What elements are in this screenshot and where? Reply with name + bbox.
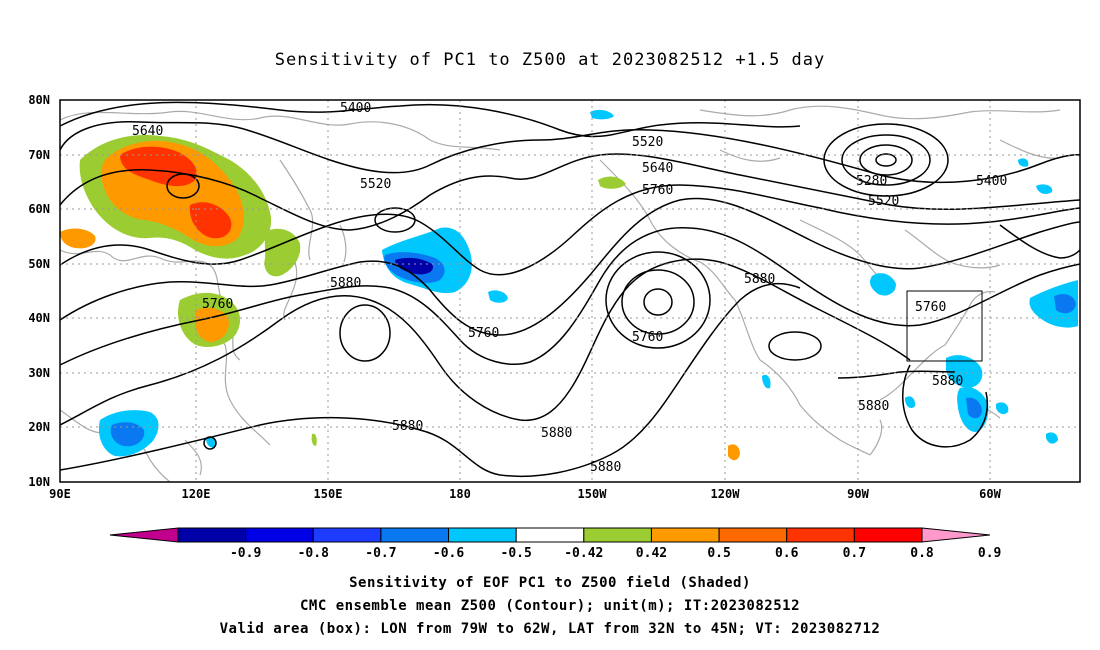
contour-label-5880-g: 5880 <box>590 460 621 475</box>
lon-label-60w: 60W <box>979 487 1001 501</box>
contour-label-5880-b: 5880 <box>744 272 775 287</box>
colorbar-left-triangle <box>109 527 179 543</box>
contour-label-5640-b: 5640 <box>642 161 673 176</box>
footer-line-1: Sensitivity of EOF PC1 to Z500 field (Sh… <box>349 575 751 591</box>
colorbar-label: -0.5 <box>501 546 532 561</box>
lat-label-10n: 10N <box>28 475 50 489</box>
colorbar-label: -0.42 <box>564 546 603 561</box>
colorbar-swatch <box>245 527 314 543</box>
contour-label-5880-d: 5880 <box>858 399 889 414</box>
contour-label-5520-b: 5520 <box>632 135 663 150</box>
lon-axis-labels: 90E 120E 150E 180 150W 120W 90W 60W <box>49 487 1001 501</box>
lon-label-120w: 120W <box>711 487 741 501</box>
colorbar-swatch <box>583 527 652 543</box>
contour-label-5760-d: 5760 <box>632 330 663 345</box>
colorbar-label: -0.8 <box>298 546 329 561</box>
lat-label-20n: 20N <box>28 420 50 434</box>
colorbar-swatch <box>177 527 247 543</box>
lon-label-150e: 150E <box>314 487 343 501</box>
footer-line-3: Valid area (box): LON from 79W to 62W, L… <box>219 621 881 637</box>
contour-label-5880-f: 5880 <box>541 426 572 441</box>
contour-label-5760-c: 5760 <box>468 326 499 341</box>
valid-area-box <box>906 290 983 362</box>
colorbar-swatch <box>650 527 720 543</box>
colorbar-label: 0.7 <box>843 546 866 561</box>
colorbar-swatch <box>853 527 923 543</box>
lat-label-30n: 30N <box>28 366 50 380</box>
lat-label-40n: 40N <box>28 311 50 325</box>
lon-label-90w: 90W <box>847 487 869 501</box>
colorbar-label: 0.9 <box>978 546 1001 561</box>
coastlines <box>59 105 1061 483</box>
contour-label-5520-a: 5520 <box>360 177 391 192</box>
contour-label-5760-e: 5760 <box>915 300 946 315</box>
lon-label-180: 180 <box>449 487 471 501</box>
colorbar-label: 0.8 <box>910 546 934 561</box>
lat-label-70n: 70N <box>28 148 50 162</box>
map-frame <box>59 99 1081 483</box>
colorbar-swatch <box>786 527 855 543</box>
contour-label-5760-a: 5760 <box>202 297 233 312</box>
colorbar-swatch <box>515 527 585 543</box>
colorbar-label: -0.9 <box>230 546 261 561</box>
lat-axis-labels: 80N 70N 60N 50N 40N 30N 20N 10N <box>28 93 50 489</box>
chart-title: Sensitivity of PC1 to Z500 at 2023082512… <box>274 50 826 70</box>
contour-label-5880-a: 5880 <box>330 276 361 291</box>
lat-label-80n: 80N <box>28 93 50 107</box>
contour-labels: 5640 5400 5520 5520 5640 5760 5280 5400 … <box>132 101 1007 475</box>
contour-label-5640-a: 5640 <box>132 124 163 139</box>
contour-label-5400-a: 5400 <box>340 101 371 116</box>
contour-label-5400-b: 5400 <box>976 174 1007 189</box>
contour-label-5880-c: 5880 <box>932 374 963 389</box>
lon-label-150w: 150W <box>578 487 608 501</box>
footer-line-2: CMC ensemble mean Z500 (Contour); unit(m… <box>299 598 800 614</box>
lon-label-120e: 120E <box>182 487 211 501</box>
gridlines <box>60 100 1080 482</box>
colorbar-swatch <box>718 527 788 543</box>
colorbar-label: 0.5 <box>707 546 730 561</box>
colorbar: -0.9 -0.8 -0.7 -0.6 -0.5 -0.42 0.42 0.5 0.6 0.7 0.… <box>109 527 1001 561</box>
colorbar-swatch <box>312 527 382 543</box>
height-contours <box>59 101 1081 478</box>
contour-label-5880-e: 5880 <box>392 419 423 434</box>
colorbar-swatch <box>380 527 450 543</box>
colorbar-swatch <box>448 527 517 543</box>
contour-label-5280: 5280 <box>856 174 887 189</box>
contour-label-5520-c: 5520 <box>868 194 899 209</box>
colorbar-label: -0.7 <box>365 546 396 561</box>
lon-label-90e: 90E <box>49 487 71 501</box>
lat-label-50n: 50N <box>28 257 50 271</box>
colorbar-label: 0.42 <box>636 546 667 561</box>
contour-label-5760-b: 5760 <box>642 183 673 198</box>
lat-label-60n: 60N <box>28 202 50 216</box>
colorbar-label: -0.6 <box>433 546 464 561</box>
sensitivity-shading <box>60 109 1078 461</box>
colorbar-label: 0.6 <box>775 546 799 561</box>
colorbar-right-triangle <box>921 527 991 543</box>
